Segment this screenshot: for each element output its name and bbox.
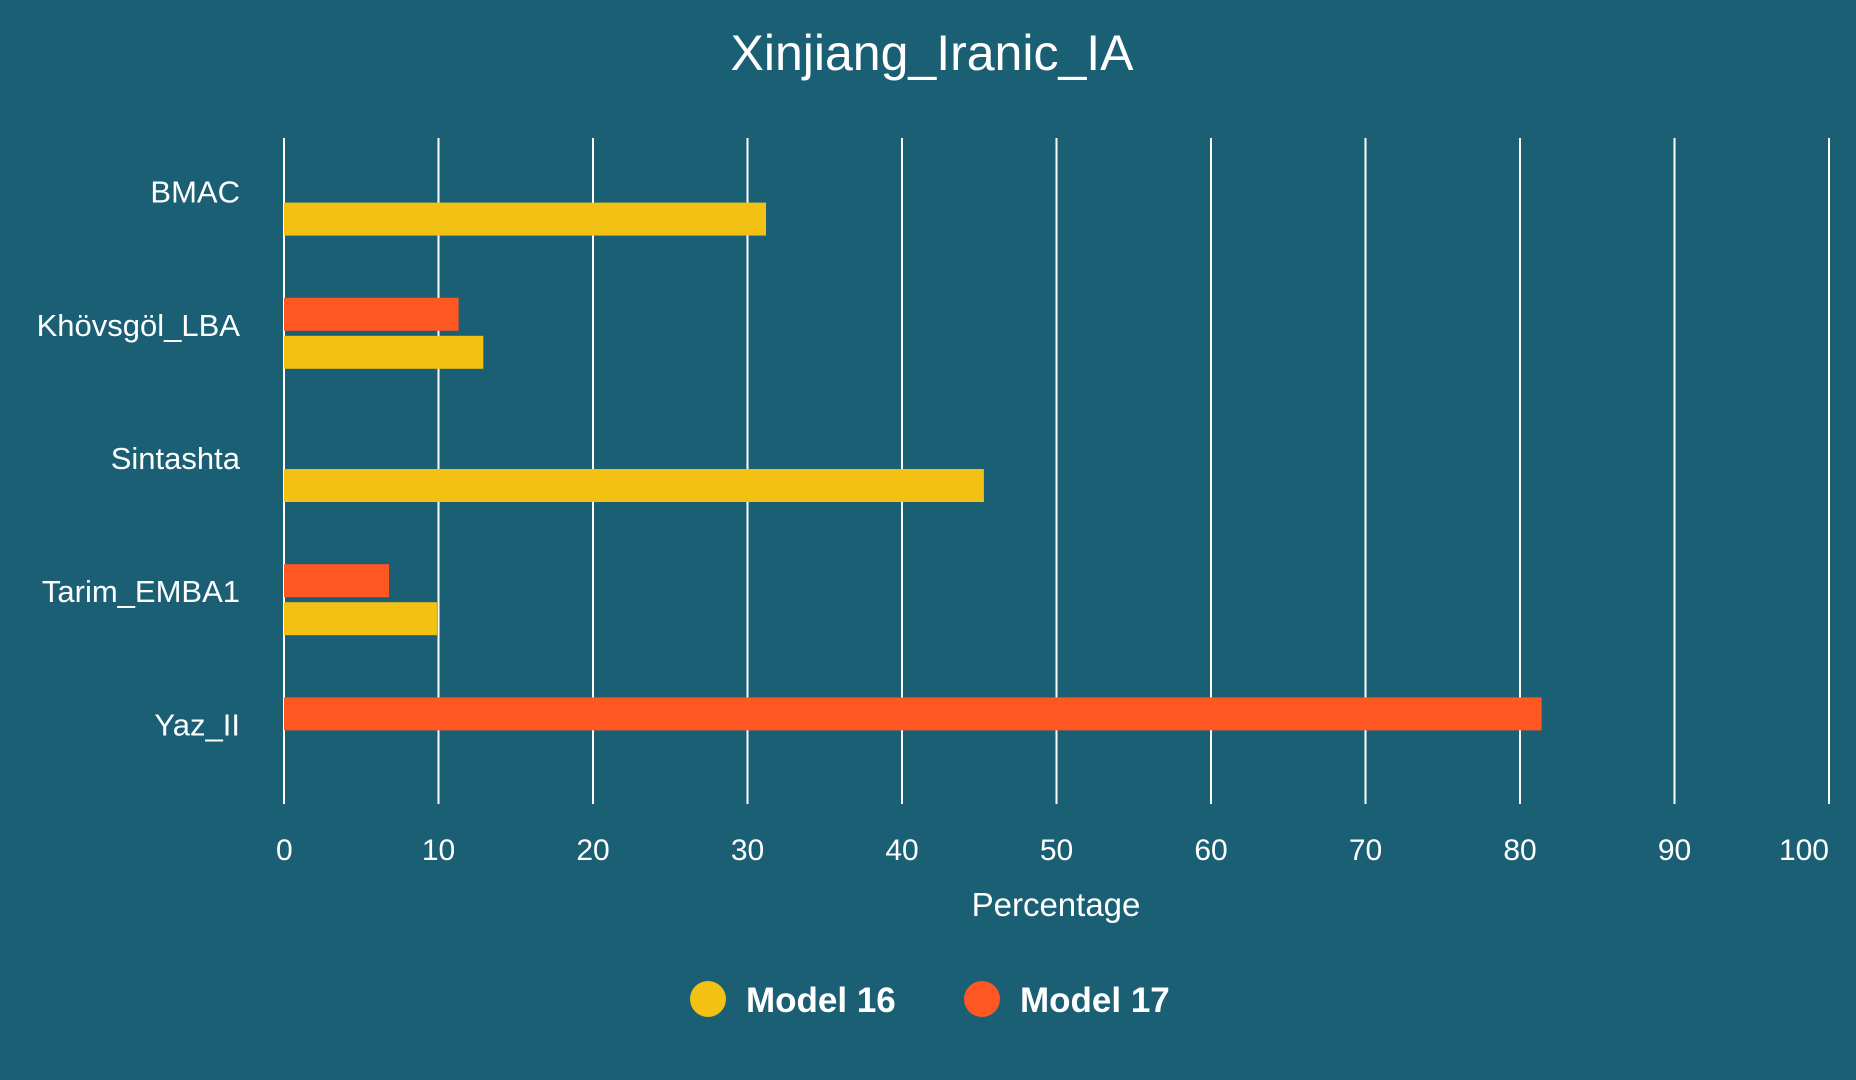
- legend-label: Model 17: [1020, 981, 1170, 1020]
- bar-model-17: [284, 297, 459, 331]
- x-tick-label: 90: [1658, 834, 1691, 867]
- x-tick-label: 0: [276, 834, 293, 867]
- x-tick-label: 60: [1194, 834, 1227, 867]
- x-axis-label: Percentage: [972, 886, 1141, 923]
- bar-model-17: [284, 564, 390, 598]
- category-label: Yaz_II: [154, 707, 240, 742]
- x-tick-label: 30: [731, 834, 764, 867]
- bar-model-16: [284, 202, 767, 236]
- legend: Model 16 Model 17: [690, 981, 1170, 1020]
- legend-label: Model 16: [746, 981, 896, 1020]
- bar-model-17: [284, 697, 1542, 731]
- bar-model-16: [284, 469, 984, 502]
- category-label: Khövsgöl_LBA: [37, 308, 241, 343]
- bar-model-16: [284, 602, 437, 636]
- x-tick-labels: 0 10 20 30 40 50 60 70 80 90 100: [276, 834, 1829, 867]
- chart-title: Xinjiang_Iranic_IA: [730, 25, 1134, 81]
- bars: [284, 202, 1542, 731]
- x-tick-label: 50: [1040, 834, 1073, 867]
- x-tick-label: 70: [1349, 834, 1382, 867]
- x-tick-label: 20: [576, 834, 609, 867]
- category-label: Sintashta: [111, 441, 241, 476]
- category-label: BMAC: [150, 175, 240, 210]
- x-tick-label: 40: [885, 834, 918, 867]
- legend-swatch: [690, 981, 726, 1017]
- x-tick-label: 10: [422, 834, 455, 867]
- category-label: Tarim_EMBA1: [42, 574, 240, 609]
- x-tick-label: 80: [1503, 834, 1536, 867]
- legend-swatch: [964, 981, 1000, 1017]
- bar-model-16: [284, 335, 484, 369]
- x-tick-label: 100: [1779, 834, 1829, 867]
- category-labels: BMAC Khövsgöl_LBA Sintashta Tarim_EMBA1 Yaz_…: [37, 175, 241, 743]
